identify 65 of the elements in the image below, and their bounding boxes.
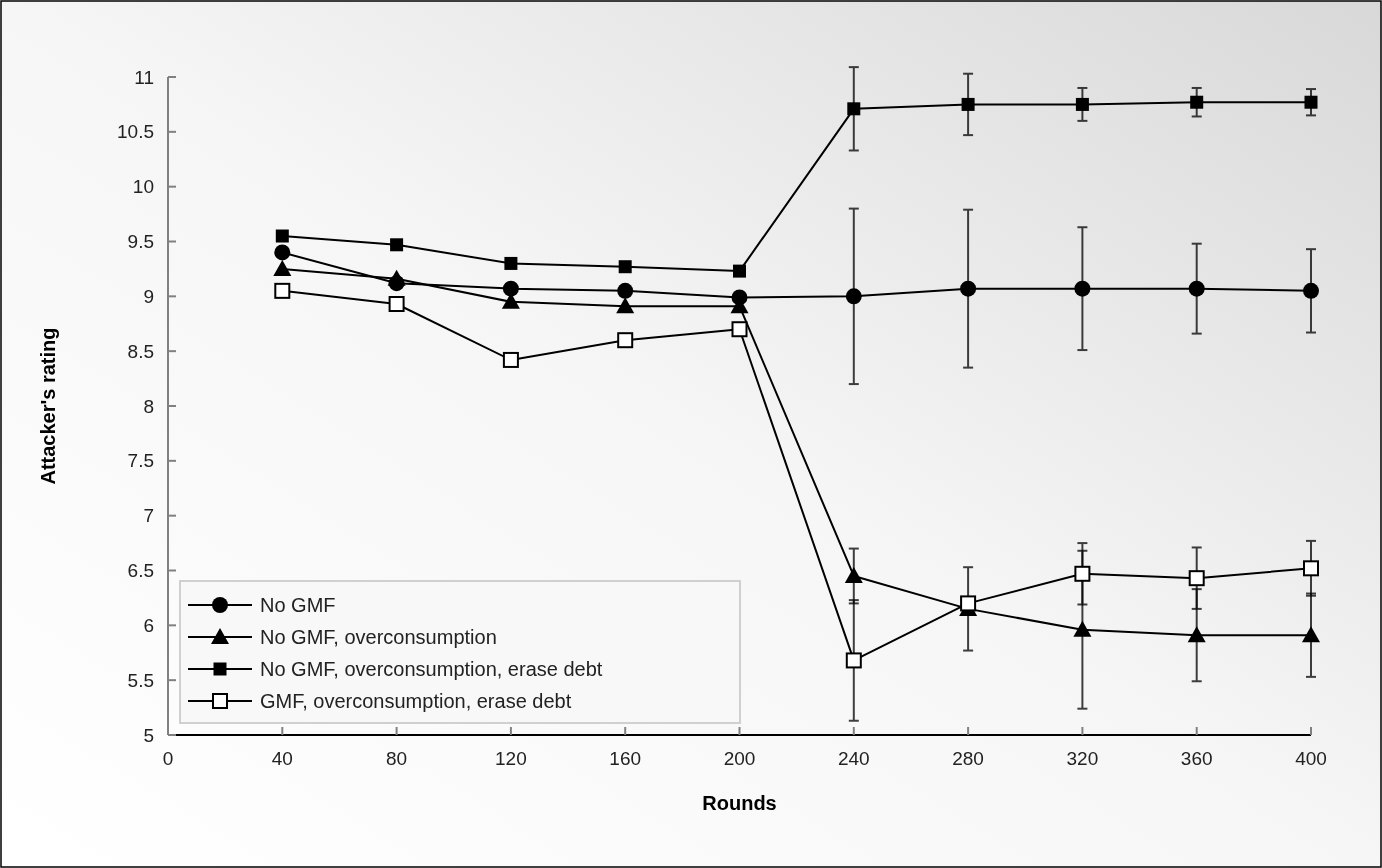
point	[844, 566, 863, 583]
point	[387, 269, 406, 286]
point	[504, 256, 518, 270]
x-tick-label: 0	[162, 748, 174, 769]
y-tick-label: 9	[143, 285, 154, 307]
point	[274, 282, 291, 299]
y-tick-label: 5.5	[127, 669, 154, 691]
point	[1304, 95, 1318, 109]
point	[388, 296, 405, 313]
y-axis-title: Attacker's rating	[37, 327, 59, 485]
legend-label: No GMF, overconsumption, erase debt	[260, 658, 603, 680]
x-tick-label: 120	[495, 748, 527, 769]
x-axis-title: Rounds	[702, 792, 777, 814]
y-tick-label: 6	[143, 614, 154, 636]
point	[274, 244, 291, 261]
point	[845, 652, 862, 669]
x-tick-label: 40	[271, 748, 293, 769]
point	[273, 259, 292, 276]
legend-label: GMF, overconsumption, erase debt	[260, 690, 572, 712]
point	[961, 97, 975, 111]
point	[390, 238, 404, 252]
legend-label: No GMF, overconsumption	[260, 626, 497, 648]
y-tick-label: 5	[143, 724, 154, 746]
point	[617, 332, 634, 349]
point	[733, 264, 746, 278]
y-tick-label: 10.5	[117, 121, 154, 143]
point	[1302, 626, 1320, 643]
point	[1303, 282, 1319, 299]
point	[960, 280, 977, 297]
x-tick-label: 160	[609, 748, 642, 769]
point	[616, 297, 635, 314]
point	[1188, 280, 1205, 297]
y-tick-label: 8	[143, 395, 154, 417]
point	[960, 595, 977, 612]
point	[1188, 570, 1205, 587]
x-tick-label: 400	[1295, 748, 1327, 769]
y-tick-label: 6.5	[127, 560, 154, 582]
point	[1074, 280, 1091, 297]
point	[502, 280, 519, 297]
point	[1303, 560, 1319, 577]
y-tick-label: 8.5	[127, 340, 154, 362]
point	[1075, 97, 1089, 111]
y-tick-label: 7	[143, 505, 154, 527]
x-tick-label: 360	[1180, 748, 1213, 769]
point	[1074, 565, 1091, 582]
point	[502, 351, 519, 368]
point	[845, 288, 862, 305]
point	[617, 282, 634, 299]
point	[1190, 95, 1204, 109]
legend-label: No GMF	[260, 594, 336, 616]
y-tick-label: 11	[134, 66, 154, 88]
y-tick-label: 7.5	[127, 450, 154, 472]
x-tick-label: 80	[386, 748, 408, 769]
point	[847, 102, 861, 116]
point	[731, 321, 748, 338]
y-tick-label: 9.5	[127, 231, 154, 253]
x-tick-label: 200	[723, 748, 756, 769]
point	[275, 229, 289, 243]
x-tick-label: 280	[952, 748, 984, 769]
point	[618, 260, 632, 274]
y-tick-label: 10	[132, 176, 154, 198]
point	[1073, 620, 1092, 637]
x-tick-label: 320	[1066, 748, 1099, 769]
point	[1187, 626, 1206, 643]
x-tick-label: 240	[837, 748, 870, 769]
